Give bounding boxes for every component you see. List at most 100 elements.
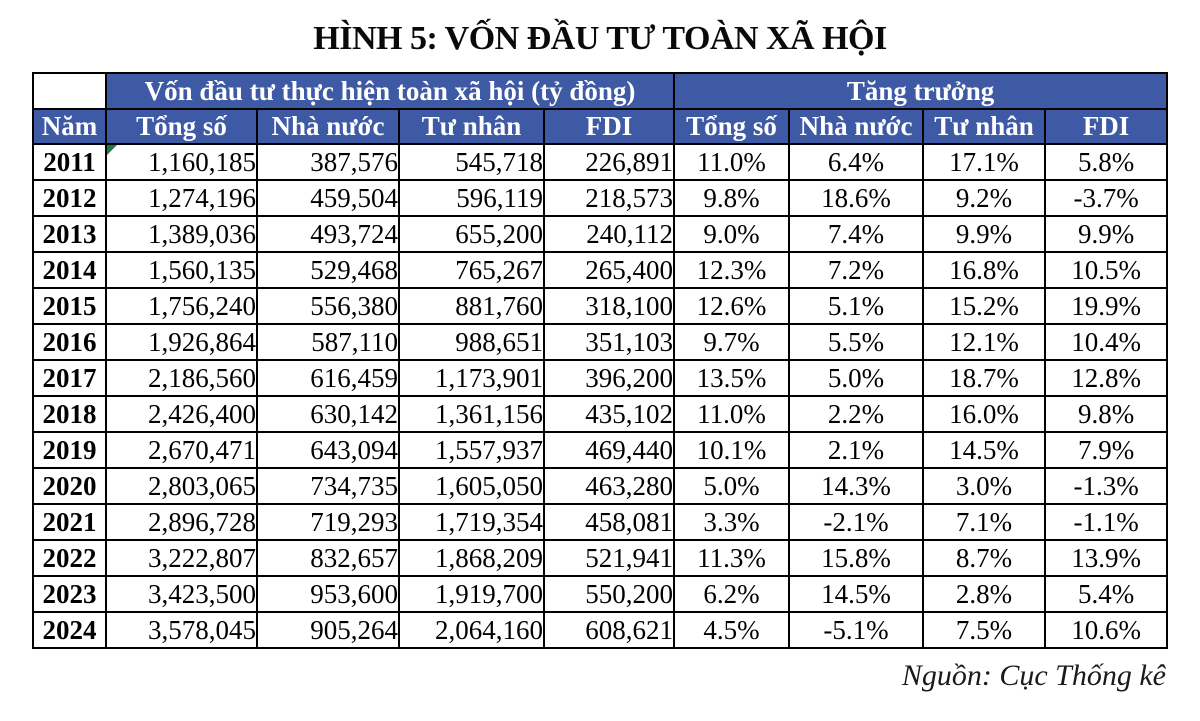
year-cell: 2016: [32, 323, 107, 362]
growth-cell: 16.0%: [922, 395, 1047, 434]
growth-cell: 2.1%: [788, 431, 925, 470]
investment-cell: 469,440: [542, 431, 676, 470]
year-cell: 2014: [32, 251, 107, 290]
growth-cell: 12.6%: [673, 287, 791, 326]
investment-cell: 1,756,240: [105, 287, 258, 326]
growth-cell: 11.3%: [673, 539, 791, 578]
growth-cell: 2.8%: [922, 575, 1047, 614]
growth-cell: 5.8%: [1044, 143, 1169, 182]
growth-cell: 10.6%: [1044, 611, 1169, 650]
investment-cell: 988,651: [398, 323, 545, 362]
growth-cell: 12.8%: [1044, 359, 1169, 398]
growth-cell: 15.8%: [788, 539, 925, 578]
investment-cell: 240,112: [542, 215, 676, 254]
growth-cell: 10.1%: [673, 431, 791, 470]
growth-cell: -3.7%: [1044, 179, 1169, 218]
group-header-investment: Vốn đầu tư thực hiện toàn xã hội (tỷ đồn…: [104, 72, 676, 111]
col-header-inv-nha-nuoc: Nhà nước: [256, 108, 400, 146]
col-header-gr-nha-nuoc: Nhà nước: [788, 108, 925, 146]
growth-cell: 7.9%: [1044, 431, 1169, 470]
table-row: 2012 1,274,196 459,504 596,119 218,573 9…: [32, 179, 1169, 218]
investment-cell: 1,557,937: [398, 431, 545, 470]
investment-cell: 832,657: [256, 539, 400, 578]
investment-cell: 1,719,354: [398, 503, 545, 542]
growth-cell: 9.2%: [922, 179, 1047, 218]
year-cell: 2023: [32, 575, 107, 614]
col-header-gr-fdi: FDI: [1044, 108, 1169, 146]
growth-cell: 6.2%: [673, 575, 791, 614]
table-header: Vốn đầu tư thực hiện toàn xã hội (tỷ đồn…: [32, 72, 1169, 146]
investment-cell: 881,760: [398, 287, 545, 326]
investment-table: Vốn đầu tư thực hiện toàn xã hội (tỷ đồn…: [32, 72, 1169, 650]
investment-cell: 608,621: [542, 611, 676, 650]
growth-cell: 10.5%: [1044, 251, 1169, 290]
growth-cell: 3.3%: [673, 503, 791, 542]
growth-cell: 9.8%: [673, 179, 791, 218]
investment-cell: 396,200: [542, 359, 676, 398]
investment-cell: 493,724: [256, 215, 400, 254]
investment-cell: 218,573: [542, 179, 676, 218]
investment-cell: 1,173,901: [398, 359, 545, 398]
figure-title: HÌNH 5: VỐN ĐẦU TƯ TOÀN XÃ HỘI: [313, 20, 887, 57]
group-header-growth: Tăng trưởng: [673, 72, 1169, 111]
investment-cell: 905,264: [256, 611, 400, 650]
col-header-inv-tong-so: Tổng số: [105, 108, 258, 146]
growth-cell: 19.9%: [1044, 287, 1169, 326]
col-header-nam: Năm: [32, 108, 107, 146]
investment-cell: 2,896,728: [105, 503, 258, 542]
year-cell: 2019: [32, 431, 107, 470]
investment-cell: 643,094: [256, 431, 400, 470]
investment-cell: 1,605,050: [398, 467, 545, 506]
investment-cell: 550,200: [542, 575, 676, 614]
growth-cell: 5.0%: [673, 467, 791, 506]
investment-cell: 463,280: [542, 467, 676, 506]
growth-cell: 16.8%: [922, 251, 1047, 290]
growth-cell: 11.0%: [673, 143, 791, 182]
investment-cell: 2,803,065: [105, 467, 258, 506]
investment-cell: 630,142: [256, 395, 400, 434]
growth-cell: 5.5%: [788, 323, 925, 362]
year-cell: 2011: [32, 143, 107, 182]
table-row: 2016 1,926,864 587,110 988,651 351,103 9…: [32, 323, 1169, 362]
investment-cell: 765,267: [398, 251, 545, 290]
investment-cell: 2,426,400: [105, 395, 258, 434]
investment-cell: 1,926,864: [105, 323, 258, 362]
investment-cell: 3,423,500: [105, 575, 258, 614]
year-cell: 2022: [32, 539, 107, 578]
col-header-inv-tu-nhan: Tư nhân: [398, 108, 545, 146]
growth-cell: 15.2%: [922, 287, 1047, 326]
col-header-inv-fdi: FDI: [542, 108, 676, 146]
table-row: 2017 2,186,560 616,459 1,173,901 396,200…: [32, 359, 1169, 398]
growth-cell: 5.0%: [788, 359, 925, 398]
growth-cell: 10.4%: [1044, 323, 1169, 362]
growth-cell: 13.5%: [673, 359, 791, 398]
investment-cell: 596,119: [398, 179, 545, 218]
growth-cell: 5.4%: [1044, 575, 1169, 614]
year-cell: 2020: [32, 467, 107, 506]
investment-cell: 2,064,160: [398, 611, 545, 650]
investment-cell: 1,868,209: [398, 539, 545, 578]
growth-cell: 9.0%: [673, 215, 791, 254]
investment-cell: 1,560,135: [105, 251, 258, 290]
growth-cell: 18.7%: [922, 359, 1047, 398]
growth-cell: 18.6%: [788, 179, 925, 218]
investment-cell: 458,081: [542, 503, 676, 542]
year-cell: 2015: [32, 287, 107, 326]
table-row: 2021 2,896,728 719,293 1,719,354 458,081…: [32, 503, 1169, 542]
year-cell: 2012: [32, 179, 107, 218]
investment-cell: 318,100: [542, 287, 676, 326]
investment-cell: 1,919,700: [398, 575, 545, 614]
table-body: 2011 1,160,185 387,576 545,718 226,891 1…: [32, 143, 1169, 650]
growth-cell: -2.1%: [788, 503, 925, 542]
table-row: 2020 2,803,065 734,735 1,605,050 463,280…: [32, 467, 1169, 506]
growth-cell: 8.7%: [922, 539, 1047, 578]
investment-cell: 265,400: [542, 251, 676, 290]
growth-cell: 9.9%: [1044, 215, 1169, 254]
table-row: 2011 1,160,185 387,576 545,718 226,891 1…: [32, 143, 1169, 182]
table-row: 2018 2,426,400 630,142 1,361,156 435,102…: [32, 395, 1169, 434]
table-row: 2014 1,560,135 529,468 765,267 265,400 1…: [32, 251, 1169, 290]
investment-cell: 387,576: [256, 143, 400, 182]
year-cell: 2013: [32, 215, 107, 254]
year-cell: 2024: [32, 611, 107, 650]
growth-cell: 5.1%: [788, 287, 925, 326]
